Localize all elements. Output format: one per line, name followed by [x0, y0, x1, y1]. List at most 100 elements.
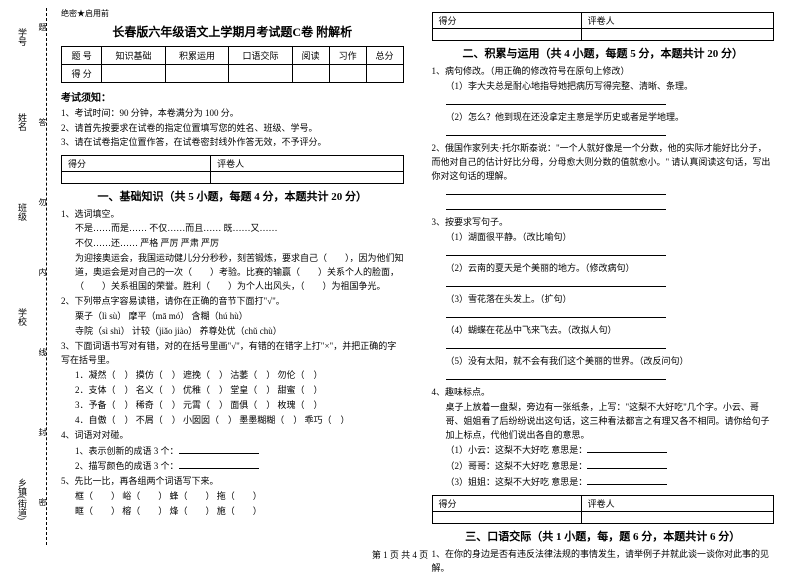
notice-1: 1、考试时间：90 分钟，本卷满分为 100 分。	[61, 107, 404, 121]
field-xiangzhen: 乡镇(街道)	[16, 478, 29, 520]
sb-score: 得分	[432, 13, 581, 29]
blank-line	[587, 475, 667, 485]
sb-score: 得分	[432, 496, 581, 512]
s2-q1: 1、病句修改。（用正确的修改符号在原句上修改）	[432, 65, 775, 79]
s2-q3d: （4）蝴蝶在花丛中飞来飞去。（改拟人句）	[432, 324, 775, 338]
blank-line	[446, 185, 666, 195]
th-c6: 总分	[366, 47, 403, 65]
sb-grader: 评卷人	[581, 13, 773, 29]
notice-header: 考试须知：	[61, 89, 404, 104]
s1-q3: 3、下面词语书写对有错，对的在括号里画"√"，有错的在错字上打"×"，并把正确的…	[61, 340, 404, 368]
s2-q3b: （2）云南的夏天是个美丽的地方。（修改病句）	[432, 262, 775, 276]
s2-q3e: （5）没有太阳，就不会有我们这个美丽的世界。（改反问句）	[432, 355, 775, 369]
s1-q3d: 4．自傲（ ） 不屑（ ） 小囡囡（ ） 墨墨糊糊（ ） 乖巧（ ）	[61, 414, 404, 428]
seal-mi: 密	[37, 498, 48, 506]
blank-line	[446, 95, 666, 105]
s1-q1b: 不仅……还…… 严格 严厉 严肃 严厉	[61, 237, 404, 251]
s2-q4b: （1）小云：这梨不大好吃 意思是：	[432, 443, 775, 458]
blank-line	[446, 308, 666, 318]
page-footer: 第 1 页 共 4 页	[0, 548, 800, 561]
notice-2: 2、请首先按要求在试卷的指定位置填写您的姓名、班级、学号。	[61, 122, 404, 136]
sb-score: 得分	[62, 155, 211, 171]
th-num: 题 号	[62, 47, 102, 65]
th-c1: 知识基础	[102, 47, 165, 65]
s2-q3b-l	[432, 277, 775, 292]
s2-q2: 2、俄国作家列夫·托尔斯泰说："一个人就好像是一个分数，他的实际才能好比分子，而…	[432, 142, 775, 184]
blank-line	[446, 126, 666, 136]
blank-line	[446, 200, 666, 210]
s1-q5b: 眶（ ） 榕（ ） 烽（ ） 施（ ）	[61, 505, 404, 519]
section1-title: 一、基础知识（共 5 小题，每题 4 分，本题共计 20 分）	[61, 188, 404, 204]
s2-q1b	[432, 95, 775, 110]
sb-grader: 评卷人	[581, 496, 773, 512]
table-row: 题 号 知识基础 积累运用 口语交际 阅读 习作 总分	[62, 47, 404, 65]
page-container: 学号 姓名 班级 学校 乡镇(街道) 题 答 勿 内 线 封 密 绝密★启用前 …	[0, 0, 800, 565]
grader-box-3: 得分评卷人	[432, 495, 775, 524]
th-c4: 阅读	[292, 47, 329, 65]
s2-q2a	[432, 185, 775, 200]
secret-label: 绝密★启用前	[61, 8, 404, 19]
table-row: 得 分	[62, 65, 404, 83]
s1-q5a: 框（ ） 峪（ ） 蜂（ ） 拖（ ）	[61, 490, 404, 504]
s2-q3e-l	[432, 370, 775, 385]
s2-q3c-l	[432, 308, 775, 323]
s2-q4d: （3）姐姐：这梨不大好吃 意思是：	[432, 475, 775, 490]
s1-q3a: 1．凝然（ ） 摸仿（ ） 遮挽（ ） 沽萎（ ） 勿伦（ ）	[61, 369, 404, 383]
blank-line	[587, 459, 667, 469]
field-xingming: 姓名	[16, 113, 29, 131]
seal-ti: 题	[37, 23, 48, 31]
s1-q2a: 栗子（lì sù） 摩平（mā mó） 含糊（hú hù）	[61, 310, 404, 324]
blank-line	[446, 339, 666, 349]
grader-box-1: 得分评卷人	[61, 155, 404, 184]
s1-q4b: 2、描写颜色的成语 3 个：	[61, 459, 404, 474]
s2-q3a-l	[432, 246, 775, 261]
th-c2: 积累运用	[165, 47, 228, 65]
score-table: 题 号 知识基础 积累运用 口语交际 阅读 习作 总分 得 分	[61, 46, 404, 83]
exam-title: 长春版六年级语文上学期月考试题C卷 附解析	[61, 23, 404, 40]
seal-nei: 内	[37, 268, 48, 276]
s1-q1c: 为迎接奥运会，我国运动健儿分分秒秒，刻苦锻炼，要求自己（ ），因为他们知道，奥运…	[61, 252, 404, 294]
grader-box-2: 得分评卷人	[432, 12, 775, 41]
field-banji: 班级	[16, 203, 29, 221]
s1-q1a: 不是……而是…… 不仅……而且…… 既……又……	[61, 222, 404, 236]
field-xuexiao: 学校	[16, 308, 29, 326]
field-xuehao: 学号	[16, 28, 29, 46]
s1-q2b: 寺院（sì shì） 计较（jiǎo jiào） 养尊处优（chǔ chù）	[61, 325, 404, 339]
blank-line	[179, 444, 259, 454]
blank-line	[446, 370, 666, 380]
s2-q4c: （2）哥哥：这梨不大好吃 意思是：	[432, 459, 775, 474]
s1-q4: 4、词语对对碰。	[61, 429, 404, 443]
sb-grader: 评卷人	[211, 155, 403, 171]
seal-wu: 勿	[37, 198, 48, 206]
s1-q3c: 3．予备（ ） 稀奇（ ） 元霄（ ） 面俱（ ） 枚瑰（ ）	[61, 399, 404, 413]
section3-title: 三、口语交际（共 1 小题，每，题 6 分，本题共计 6 分）	[432, 528, 775, 544]
s2-q3d-l	[432, 339, 775, 354]
s2-q1a: （1）李大夫总是耐心地指导她把病历写得完整、清晰、条理。	[432, 80, 775, 94]
s2-q4: 4、趣味标点。	[432, 386, 775, 400]
s2-q4a: 桌子上放着一盘梨，旁边有一张纸条，上写："这梨不大好吃"几个字。小云、哥哥、姐姐…	[432, 401, 775, 443]
s1-q1: 1、选词填空。	[61, 208, 404, 222]
left-column: 绝密★启用前 长春版六年级语文上学期月考试题C卷 附解析 题 号 知识基础 积累…	[47, 8, 418, 545]
s2-q3a: （1）湖面很平静。（改比喻句）	[432, 231, 775, 245]
seal-feng: 封	[37, 428, 48, 436]
s1-q2: 2、下列带点字容易读错，请你在正确的音节下面打"√"。	[61, 295, 404, 309]
s2-q1c	[432, 126, 775, 141]
blank-line	[587, 443, 667, 453]
blank-line	[179, 459, 259, 469]
notice-3: 3、请在试卷指定位置作答，在试卷密封线外作答无效，不予评分。	[61, 136, 404, 150]
td-score: 得 分	[62, 65, 102, 83]
blank-line	[446, 246, 666, 256]
blank-line	[446, 277, 666, 287]
s2-q1b-t: （2）怎么？他到现在还没拿定主意是学历史或者是学地理。	[432, 111, 775, 125]
th-c3: 口语交际	[229, 47, 292, 65]
section2-title: 二、积累与运用（共 4 小题，每题 5 分，本题共计 20 分）	[432, 45, 775, 61]
right-column: 得分评卷人 二、积累与运用（共 4 小题，每题 5 分，本题共计 20 分） 1…	[418, 8, 789, 545]
binding-margin: 学号 姓名 班级 学校 乡镇(街道) 题 答 勿 内 线 封 密	[12, 8, 47, 545]
s1-q4a: 1、表示创新的成语 3 个：	[61, 444, 404, 459]
s1-q5: 5、先比一比，再各组两个词语写下来。	[61, 475, 404, 489]
seal-da: 答	[37, 118, 48, 126]
s2-q3: 3、按要求写句子。	[432, 216, 775, 230]
s2-q2b	[432, 200, 775, 215]
seal-xian: 线	[37, 348, 48, 356]
th-c5: 习作	[329, 47, 366, 65]
